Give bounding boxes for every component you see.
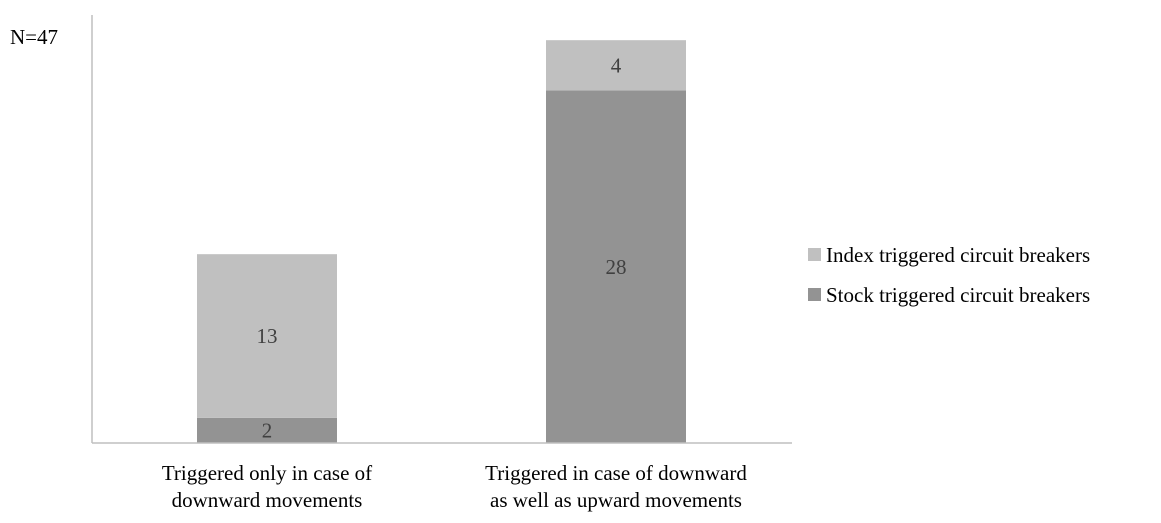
y-axis-annotation: N=47: [10, 25, 58, 49]
category-label-1-line-1: Triggered only in case of: [162, 461, 372, 485]
category-label-2-line-2: as well as upward movements: [490, 488, 742, 512]
bar-index-cat1: [197, 254, 337, 418]
data-label-index-cat2: 4: [611, 53, 622, 77]
legend-swatch-stock: [808, 288, 821, 301]
data-label-index-cat1: 13: [257, 324, 278, 348]
bar-stock-cat1: [197, 417, 337, 443]
bars-layer: [197, 40, 686, 443]
bar-stock-cat2: [546, 90, 686, 443]
data-label-stock-cat1: 2: [262, 418, 273, 442]
bar-index-cat2: [546, 40, 686, 91]
data-label-stock-cat2: 28: [606, 255, 627, 279]
legend-label-stock: Stock triggered circuit breakers: [826, 283, 1090, 307]
labels-layer: 2 13 28 4: [257, 53, 627, 442]
category-label-1-line-2: downward movements: [172, 488, 363, 512]
legend-swatch-index: [808, 248, 821, 261]
legend-label-index: Index triggered circuit breakers: [826, 243, 1090, 267]
legend: Index triggered circuit breakers Stock tr…: [808, 243, 1090, 307]
axes-layer: N=47: [10, 15, 792, 444]
category-label-2-line-1: Triggered in case of downward: [485, 461, 747, 485]
category-labels: Triggered only in case of downward moveme…: [162, 461, 748, 512]
